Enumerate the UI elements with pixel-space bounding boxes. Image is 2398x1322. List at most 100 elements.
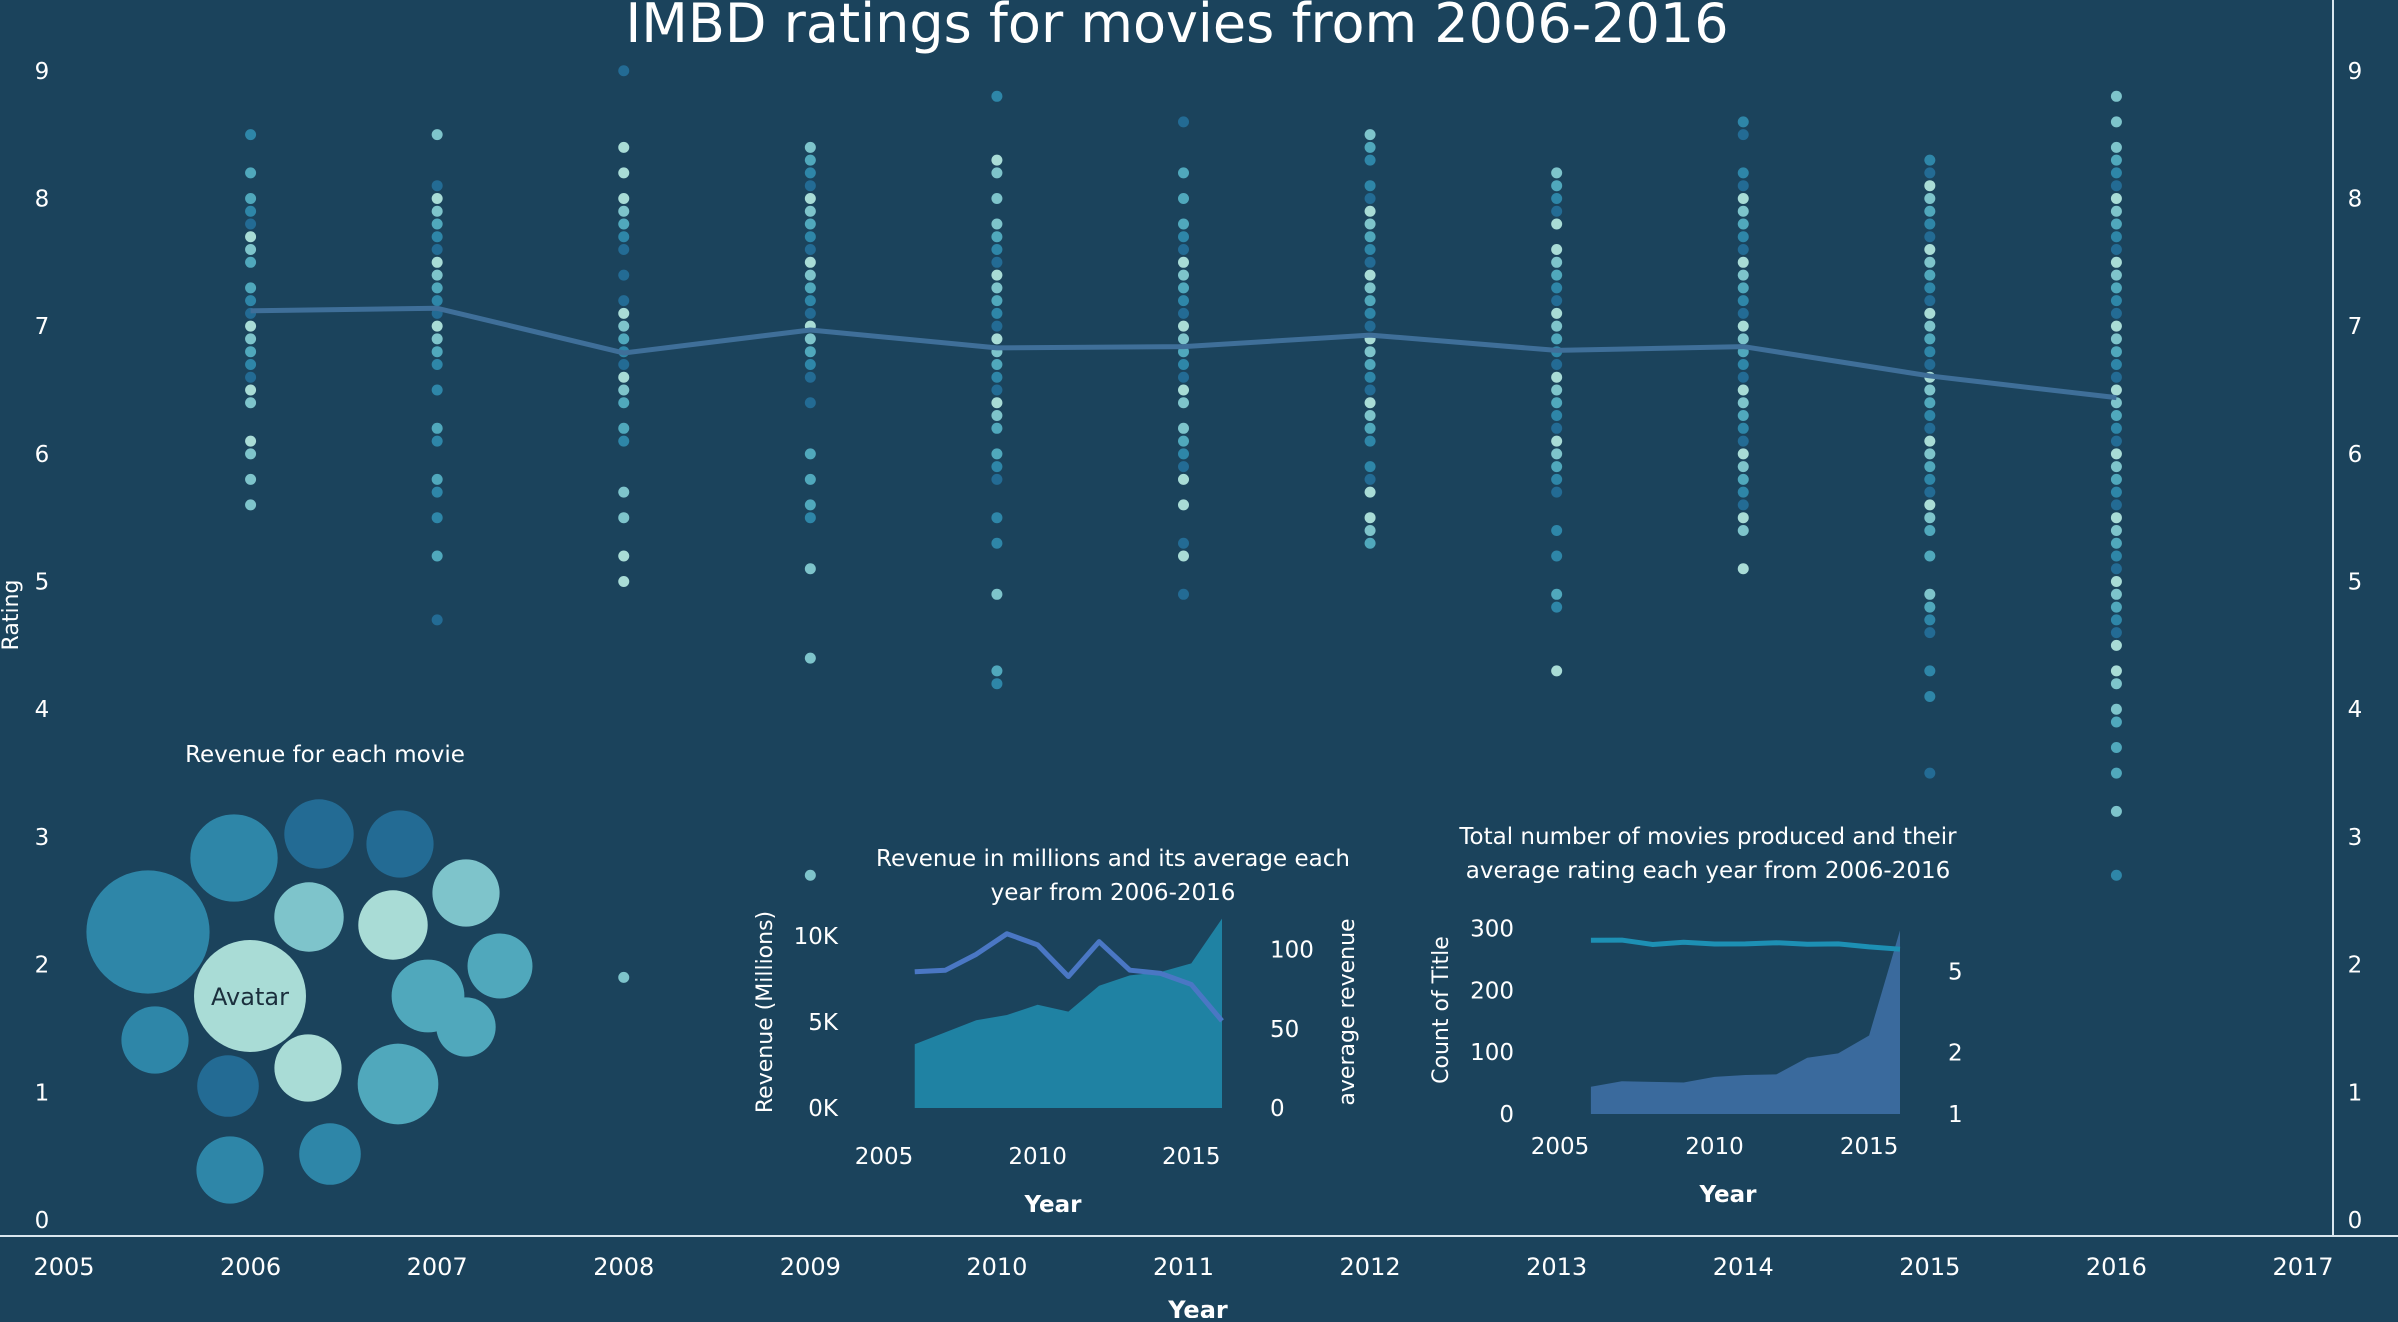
rating-dot xyxy=(245,371,257,383)
rating-dot xyxy=(804,346,816,358)
rating-dot xyxy=(1364,512,1376,524)
rating-dot xyxy=(618,550,630,562)
rating-dot xyxy=(1364,192,1376,204)
rating-dot xyxy=(431,180,443,192)
revenue-x-tick-label: 2010 xyxy=(1008,1144,1067,1170)
rating-dot xyxy=(1737,397,1749,409)
rating-dot xyxy=(1551,295,1563,307)
rating-dot xyxy=(1737,486,1749,498)
rating-dot xyxy=(1737,167,1749,179)
rating-dot xyxy=(804,371,816,383)
rating-dot xyxy=(2110,90,2122,102)
rating-dot xyxy=(1178,371,1189,383)
rating-dot xyxy=(1551,397,1563,409)
rating-dot xyxy=(618,397,630,409)
rating-dot xyxy=(1551,601,1563,613)
rating-dot xyxy=(1364,218,1376,230)
rating-dot xyxy=(1924,282,1936,294)
count-x-tick-label: 2010 xyxy=(1685,1134,1744,1160)
rating-dot xyxy=(1551,588,1563,600)
movie-revenue-bubble xyxy=(274,882,344,952)
rating-dot xyxy=(618,384,630,396)
rating-dot xyxy=(1924,499,1936,511)
rating-dot xyxy=(991,397,1003,409)
rating-dot xyxy=(1364,422,1376,434)
revenue-chart-title-line-2: year from 2006-2016 xyxy=(991,880,1236,906)
rating-dot xyxy=(245,192,257,204)
rating-dot xyxy=(1364,129,1376,141)
rating-dot xyxy=(1178,167,1189,179)
rating-dot xyxy=(1737,256,1749,268)
rating-dot xyxy=(1364,282,1376,294)
rating-dot xyxy=(1364,435,1376,447)
rating-dot xyxy=(1364,371,1376,383)
rating-dot xyxy=(2110,461,2122,473)
rating-dot xyxy=(1737,180,1749,192)
main-x-tick-label: 2011 xyxy=(1153,1253,1214,1281)
main-y2-tick-label: 7 xyxy=(2348,314,2363,340)
rating-dot xyxy=(618,435,630,447)
rating-dot xyxy=(245,499,257,511)
rating-dot xyxy=(2110,295,2122,307)
rating-dot xyxy=(1178,116,1189,128)
rating-dot xyxy=(2110,154,2122,166)
rating-dot xyxy=(1551,307,1563,319)
rating-dot xyxy=(245,167,257,179)
rating-dot xyxy=(1924,346,1936,358)
rating-dot xyxy=(1551,486,1563,498)
rating-dot xyxy=(2110,371,2122,383)
rating-dot xyxy=(618,244,630,256)
main-y-tick-label: 5 xyxy=(35,570,50,596)
rating-dot xyxy=(804,307,816,319)
main-x-tick-label: 2007 xyxy=(407,1253,468,1281)
rating-dot xyxy=(1924,167,1936,179)
rating-dot xyxy=(431,346,443,358)
rating-dot xyxy=(431,282,443,294)
rating-dot xyxy=(1924,690,1936,702)
rating-dot xyxy=(991,448,1003,460)
rating-dot xyxy=(1178,461,1189,473)
main-x-tick-label: 2013 xyxy=(1526,1253,1587,1281)
rating-dot xyxy=(1924,358,1936,370)
rating-dot xyxy=(2110,767,2122,779)
rating-dot xyxy=(1924,295,1936,307)
rating-dot xyxy=(1178,244,1189,256)
rating-dot xyxy=(1178,256,1189,268)
rating-dot xyxy=(1737,435,1749,447)
rating-dot xyxy=(431,486,443,498)
revenue-y2-tick-label: 0 xyxy=(1270,1096,1285,1122)
rating-dot xyxy=(991,295,1003,307)
revenue-y2-tick-label: 50 xyxy=(1270,1017,1299,1043)
revenue-x-axis-label: Year xyxy=(1023,1192,1082,1218)
rating-dot xyxy=(1364,346,1376,358)
rating-dot xyxy=(1178,192,1189,204)
rating-dot xyxy=(1924,435,1936,447)
rating-dot xyxy=(1737,244,1749,256)
rating-dot xyxy=(804,167,816,179)
rating-dot xyxy=(1924,767,1936,779)
rating-dot xyxy=(1364,486,1376,498)
rating-dot xyxy=(618,371,630,383)
main-x-tick-label: 2010 xyxy=(966,1253,1027,1281)
revenue-y2-axis-label: average revenue xyxy=(1335,918,1360,1105)
count-y-axis-label: Count of Title xyxy=(1429,936,1454,1084)
main-x-tick-label: 2012 xyxy=(1340,1253,1401,1281)
rating-dot xyxy=(1737,320,1749,332)
movie-revenue-bubble xyxy=(366,810,434,878)
rating-dot xyxy=(618,295,630,307)
rating-dot xyxy=(2110,397,2122,409)
rating-dot xyxy=(1178,397,1189,409)
main-y-tick-label: 8 xyxy=(35,186,50,212)
rating-dot xyxy=(991,473,1003,485)
rating-dot xyxy=(991,218,1003,230)
main-y2-tick-label: 9 xyxy=(2348,59,2363,85)
rating-dot xyxy=(1737,563,1749,575)
rating-dot xyxy=(804,333,816,345)
main-x-tick-label: 2016 xyxy=(2086,1253,2147,1281)
rating-dot xyxy=(991,588,1003,600)
rating-dot xyxy=(1924,512,1936,524)
rating-dot xyxy=(991,333,1003,345)
rating-dot xyxy=(1178,295,1189,307)
count-y-tick-label: 100 xyxy=(1470,1040,1514,1066)
